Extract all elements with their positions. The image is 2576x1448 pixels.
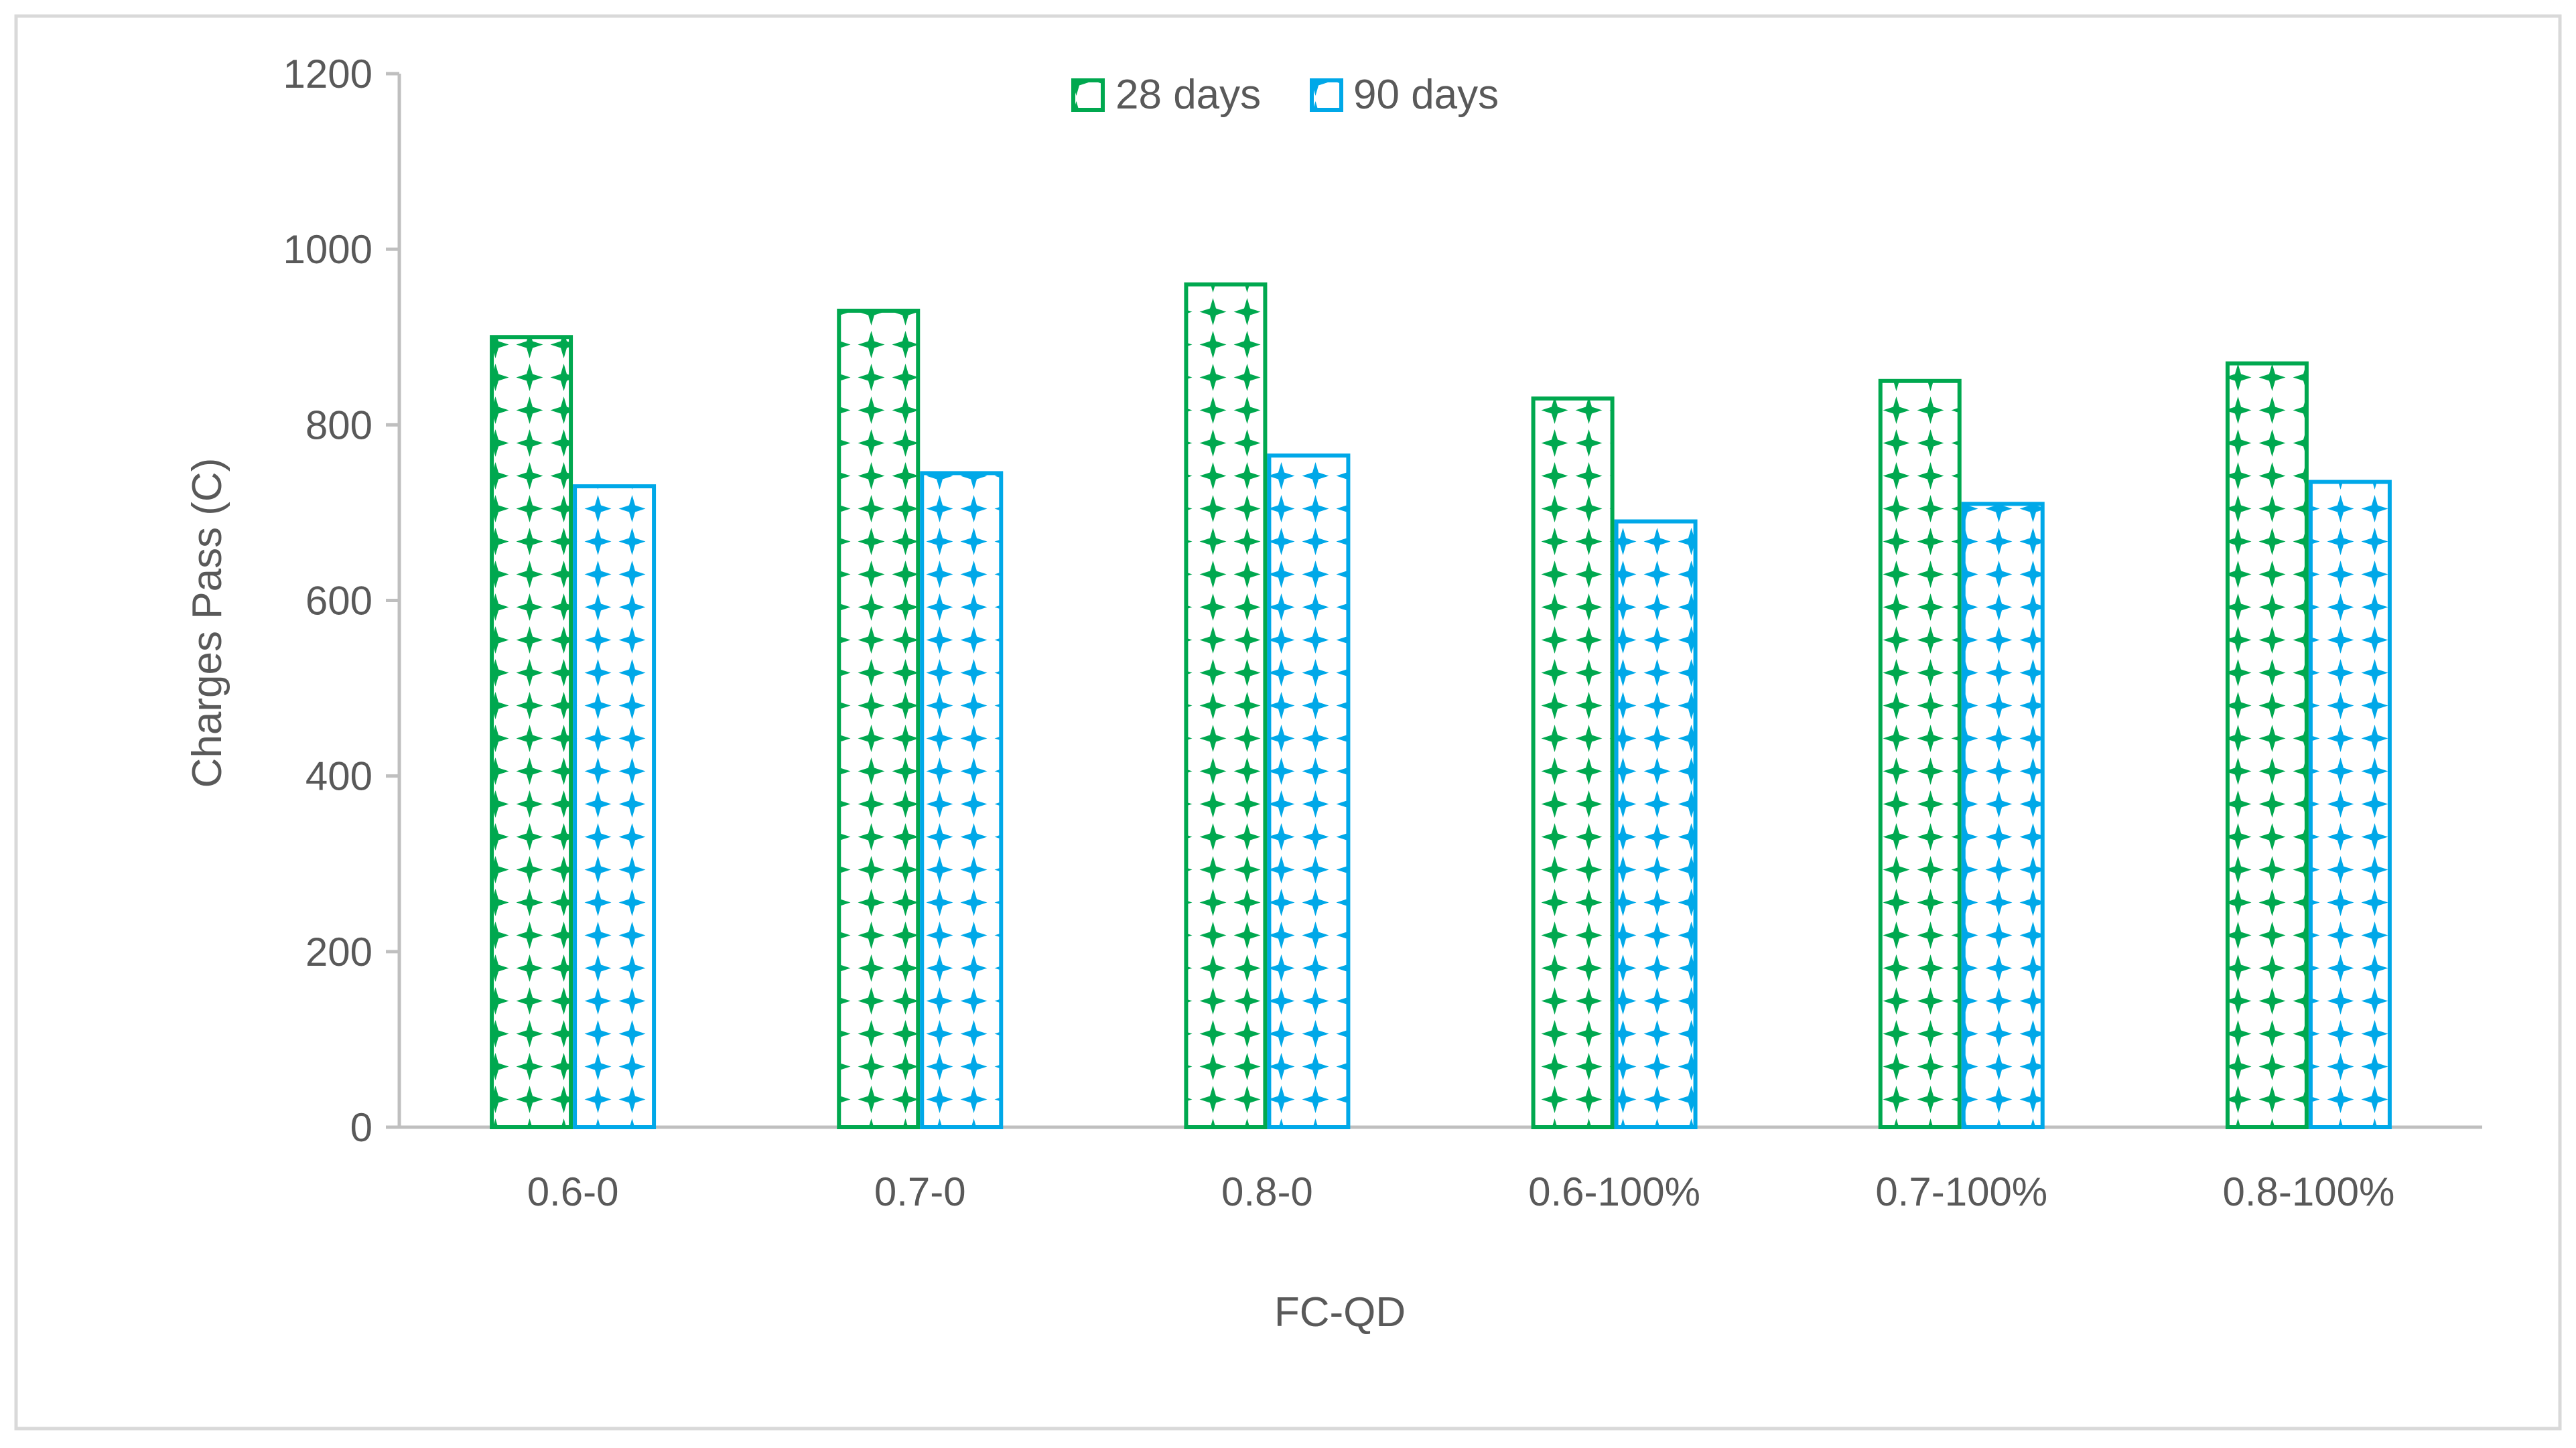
- bar-28-days-0-6-100-: [1531, 396, 1615, 1130]
- y-tick-label: 200: [306, 930, 372, 974]
- y-tick-label: 800: [306, 403, 372, 447]
- bar-28-days-0-7-100-: [1878, 378, 1962, 1130]
- x-tick-label: 0.8-0: [1221, 1169, 1313, 1214]
- legend-swatch-28-days: [1071, 78, 1105, 112]
- x-axis-label: FC-QD: [1274, 1289, 1406, 1335]
- bar-28-days-0-8-100-: [2225, 361, 2309, 1130]
- legend-label-90-days: 90 days: [1353, 72, 1499, 118]
- x-tick-label: 0.6-100%: [1528, 1169, 1700, 1214]
- bar-28-days-0-6-0: [490, 335, 573, 1129]
- y-tick-label: 0: [350, 1105, 372, 1150]
- bar-90-days-0-7-0: [920, 471, 1004, 1129]
- bar-28-days-0-7-0: [837, 308, 921, 1129]
- bar-90-days-0-6-0: [573, 484, 657, 1129]
- legend-item-28-days: 28 days: [1071, 72, 1261, 118]
- y-axis-label: Charges Pass (C): [184, 458, 230, 788]
- x-tick-label: 0.8-100%: [2222, 1169, 2394, 1214]
- bar-90-days-0-8-0: [1267, 453, 1351, 1129]
- y-tick-label: 1000: [283, 227, 372, 272]
- bars-group: [490, 282, 2392, 1130]
- legend-label-28-days: 28 days: [1115, 72, 1261, 118]
- legend-item-90-days: 90 days: [1310, 72, 1499, 118]
- legend: 28 days 90 days: [1071, 72, 1499, 118]
- y-tick-label: 600: [306, 579, 372, 624]
- bar-28-days-0-8-0: [1184, 282, 1268, 1130]
- y-tick-label: 400: [306, 754, 372, 799]
- x-tick-label: 0.6-0: [527, 1169, 619, 1214]
- x-axis: 0.6-0 0.7-0 0.8-0 0.6-100% 0.7-100% 0.8-100%: [399, 1125, 2482, 1214]
- x-tick-label: 0.7-100%: [1875, 1169, 2047, 1214]
- bar-90-days-0-7-100-: [1961, 502, 2045, 1129]
- bar-90-days-0-8-100-: [2308, 480, 2392, 1129]
- y-axis: 0 200 400 600 800 1000 1200: [283, 52, 401, 1150]
- x-tick-label: 0.7-0: [874, 1169, 966, 1214]
- bar-90-days-0-6-100-: [1614, 519, 1698, 1129]
- legend-swatch-90-days: [1310, 78, 1343, 112]
- y-tick-label: 1200: [283, 52, 372, 96]
